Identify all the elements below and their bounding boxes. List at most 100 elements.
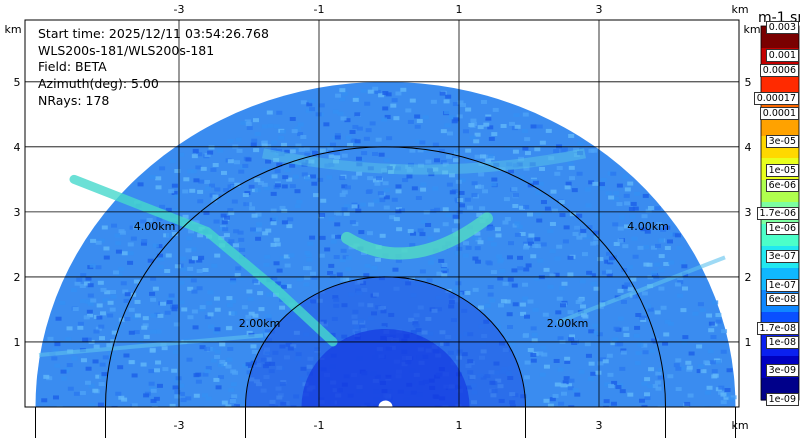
texture-cell <box>71 356 78 361</box>
texture-cell <box>336 272 343 277</box>
texture-cell <box>308 159 315 164</box>
texture-cell <box>626 265 633 270</box>
texture-cell <box>146 217 153 222</box>
texture-cell <box>312 150 319 155</box>
y-tick-label-left: 2 <box>14 271 21 284</box>
texture-cell <box>657 375 664 380</box>
texture-cell <box>434 158 441 163</box>
texture-cell <box>356 171 363 176</box>
texture-cell <box>67 386 74 391</box>
texture-cell <box>425 159 432 164</box>
texture-cell <box>728 397 735 402</box>
texture-cell <box>250 344 257 349</box>
texture-cell <box>478 161 485 166</box>
texture-cell <box>444 123 451 128</box>
texture-cell <box>638 398 645 403</box>
texture-cell <box>243 202 250 207</box>
texture-cell <box>568 133 575 138</box>
texture-cell <box>116 272 123 277</box>
texture-cell <box>300 100 307 105</box>
texture-cell <box>442 207 449 212</box>
texture-cell <box>149 174 156 179</box>
texture-cell <box>443 99 450 104</box>
texture-cell <box>174 264 181 269</box>
texture-cell <box>112 270 119 275</box>
texture-cell <box>351 204 358 209</box>
texture-cell <box>152 286 159 291</box>
texture-cell <box>203 210 210 215</box>
texture-cell <box>448 173 455 178</box>
texture-cell <box>172 208 179 213</box>
texture-cell <box>102 298 109 303</box>
texture-cell <box>335 211 342 216</box>
texture-cell <box>164 310 171 315</box>
texture-cell <box>208 324 215 329</box>
texture-cell <box>367 176 374 181</box>
texture-cell <box>190 247 197 252</box>
texture-cell <box>283 254 290 259</box>
texture-cell <box>271 140 278 145</box>
texture-cell <box>83 281 90 286</box>
texture-cell <box>381 117 388 122</box>
texture-cell <box>539 166 546 171</box>
texture-cell <box>590 281 597 286</box>
texture-cell <box>726 368 733 373</box>
texture-cell <box>500 299 507 304</box>
texture-cell <box>585 203 592 208</box>
texture-cell <box>355 208 362 213</box>
texture-cell <box>92 359 99 364</box>
texture-cell <box>213 330 220 335</box>
texture-cell <box>334 222 341 227</box>
texture-cell <box>309 235 316 240</box>
texture-cell <box>537 351 544 356</box>
texture-cell <box>406 168 413 173</box>
texture-cell <box>319 213 326 218</box>
texture-cell <box>657 367 664 372</box>
texture-cell <box>200 166 207 171</box>
texture-cell <box>270 242 277 247</box>
texture-cell <box>43 374 50 379</box>
texture-cell <box>331 234 338 239</box>
texture-cell <box>251 349 258 354</box>
texture-cell <box>593 235 600 240</box>
texture-cell <box>382 181 389 186</box>
texture-cell <box>217 362 224 367</box>
x-tick-label-top: 3 <box>596 3 603 16</box>
texture-cell <box>262 231 269 236</box>
texture-cell <box>482 189 489 194</box>
texture-cell <box>506 255 513 260</box>
texture-cell <box>103 255 110 260</box>
texture-cell <box>86 309 93 314</box>
texture-cell <box>556 244 563 249</box>
texture-cell <box>231 199 238 204</box>
texture-cell <box>621 284 628 289</box>
texture-cell <box>420 187 427 192</box>
texture-cell <box>255 236 262 241</box>
texture-cell <box>227 159 234 164</box>
texture-cell <box>274 183 281 188</box>
texture-cell <box>651 338 658 343</box>
texture-cell <box>508 241 515 246</box>
upper-layer <box>262 148 586 175</box>
texture-cell <box>117 365 124 370</box>
texture-cell <box>572 231 579 236</box>
texture-cell <box>258 307 265 312</box>
texture-cell <box>198 307 205 312</box>
texture-cell <box>344 118 351 123</box>
texture-cell <box>535 190 542 195</box>
texture-cell <box>333 151 340 156</box>
texture-cell <box>226 296 233 301</box>
texture-cell <box>246 330 253 335</box>
texture-cell <box>504 145 511 150</box>
texture-cell <box>279 305 286 310</box>
texture-cell <box>703 360 710 365</box>
texture-cell <box>84 380 91 385</box>
texture-cell <box>617 342 624 347</box>
texture-cell <box>178 300 185 305</box>
texture-cell <box>323 122 330 127</box>
texture-cell <box>407 162 414 167</box>
texture-cell <box>328 216 335 221</box>
texture-cell <box>379 233 386 238</box>
texture-cell <box>420 219 427 224</box>
